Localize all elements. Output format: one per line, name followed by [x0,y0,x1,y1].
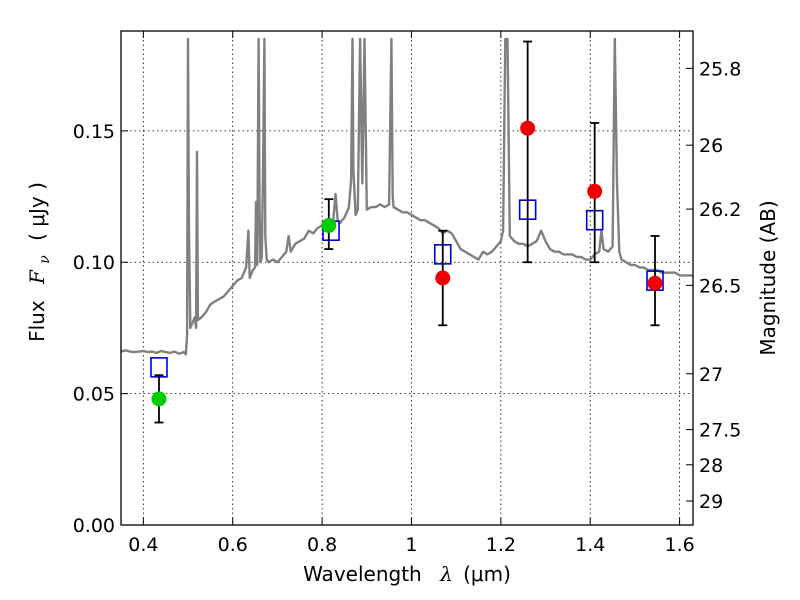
data-points [150,40,664,424]
observed-point-marker [647,275,663,291]
spectrum-line [121,37,693,356]
right-tick-label: 27.5 [699,420,741,442]
y-axis-title-left: Flux F ν ( μJy ) [25,182,54,342]
y-axis-title-symbol: F [25,269,49,285]
right-tick-label: 29 [699,491,723,513]
data-series [121,37,693,356]
y-axis-title-subscript: ν [37,255,53,264]
axis-ticks: 0.4 0.6 0.8 1 1.2 1.4 1.6 0.00 0.05 0.10 0.15 25.8 2… [73,31,741,556]
right-tick-label: 28 [699,455,723,477]
x-tick-label: 1 [405,534,417,556]
right-tick-label: 27 [699,364,723,386]
y-tick-label: 0.15 [73,121,115,143]
observed-point-marker [520,120,536,136]
observed-point-marker [321,217,337,233]
x-tick-label: 1.2 [486,534,516,556]
plot-background [121,31,693,525]
right-tick-label: 26.2 [699,199,741,221]
x-axis-title-text: Wavelength [303,562,422,586]
y-tick-label: 0.10 [73,252,115,274]
x-axis-title: Wavelength λ (μm) [303,562,511,586]
x-tick-label: 0.8 [307,534,337,556]
observed-point-marker [435,270,451,286]
y-axis-title-unit: ( μJy ) [25,182,49,241]
right-tick-label: 26 [699,135,723,157]
x-axis-title-unit: (μm) [463,562,511,586]
x-tick-label: 0.4 [128,534,158,556]
y-tick-label: 0.05 [73,384,115,406]
observed-point-marker [151,391,167,407]
x-tick-label: 1.4 [575,534,605,556]
observed-point-marker [587,183,603,199]
right-tick-label: 25.8 [699,58,741,80]
y-axis-title-right: Magnitude (AB) [756,200,780,355]
x-axis-title-symbol: λ [439,562,453,586]
y-tick-label: 0.00 [73,515,115,537]
x-tick-label: 1.6 [664,534,694,556]
y-axis-title-text: Flux [25,300,49,342]
plot-frame [120,30,694,526]
right-tick-label: 26.5 [699,275,741,297]
x-tick-label: 0.6 [218,534,248,556]
